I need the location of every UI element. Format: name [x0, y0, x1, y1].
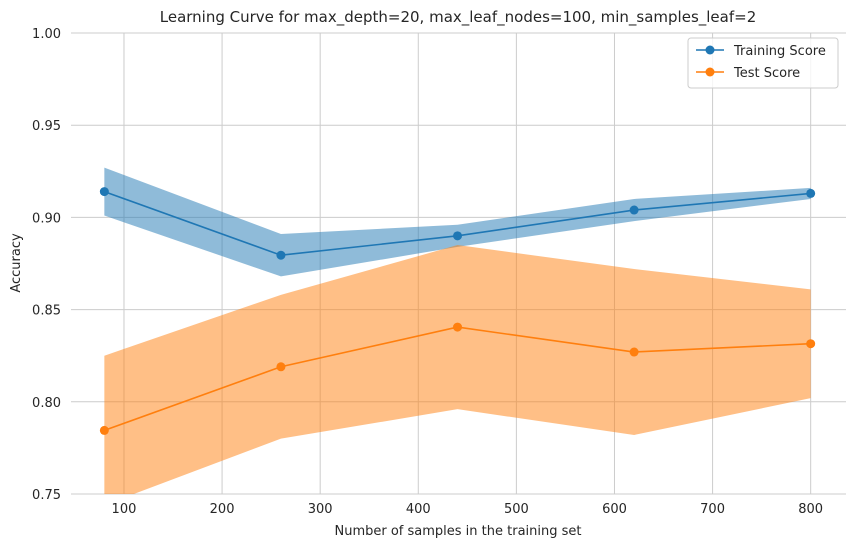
y-tick-label: 0.75 — [32, 488, 61, 503]
x-tick-label: 400 — [406, 502, 431, 517]
training-score-point — [806, 188, 816, 198]
y-tick-label: 0.85 — [32, 304, 61, 319]
legend-frame — [687, 37, 839, 89]
y-tick-label: 0.90 — [32, 211, 61, 226]
y-tick-label: 1.00 — [32, 27, 61, 42]
legend: Training Score Test Score — [687, 37, 839, 89]
x-axis-ticks: 100 200 300 400 500 600 700 800 — [112, 502, 824, 517]
training-score-legend-marker — [705, 45, 715, 55]
training-score-band — [104, 167, 811, 277]
x-tick-label: 800 — [798, 502, 823, 517]
test-score-legend-label: Test Score — [733, 66, 800, 81]
chart-title: Learning Curve for max_depth=20, max_lea… — [160, 8, 756, 27]
y-tick-label: 0.95 — [32, 119, 61, 134]
y-tick-label: 0.80 — [32, 396, 61, 411]
y-axis-ticks: 0.75 0.80 0.85 0.90 0.95 1.00 — [32, 27, 61, 503]
x-tick-label: 500 — [504, 502, 529, 517]
x-axis-label: Number of samples in the training set — [335, 524, 582, 539]
test-score-point — [453, 322, 463, 332]
test-score-point — [629, 347, 639, 357]
x-tick-label: 700 — [700, 502, 725, 517]
test-score-legend-marker — [705, 67, 715, 77]
y-axis-label: Accuracy — [9, 233, 24, 293]
series-points — [99, 187, 816, 435]
training-score-point — [99, 187, 109, 197]
test-score-point — [276, 362, 286, 372]
training-score-point — [629, 205, 639, 215]
training-score-legend-label: Training Score — [733, 44, 826, 59]
x-tick-label: 200 — [210, 502, 235, 517]
confidence-bands — [104, 167, 811, 494]
test-score-band — [104, 245, 811, 494]
training-score-point — [453, 231, 463, 241]
test-score-point — [806, 339, 816, 349]
x-tick-label: 300 — [308, 502, 333, 517]
x-tick-label: 100 — [112, 502, 137, 517]
x-tick-label: 600 — [602, 502, 627, 517]
training-score-point — [276, 250, 286, 260]
test-score-point — [99, 425, 109, 435]
